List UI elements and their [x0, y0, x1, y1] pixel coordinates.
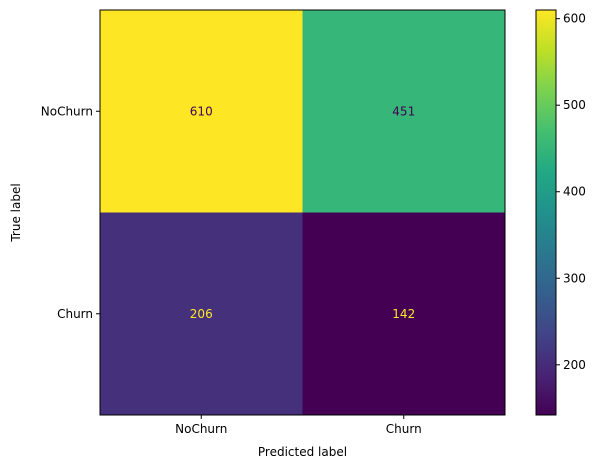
heatmap-cells	[100, 10, 505, 415]
heatmap-cell	[100, 212, 303, 415]
x-axis-label: Predicted label	[258, 445, 347, 459]
colorbar-ticks: 200 300 400 500 600	[556, 12, 586, 372]
colorbar-tick-label: 300	[563, 271, 586, 285]
cell-value-labels: 610 451 206 142	[190, 104, 415, 321]
colorbar-tick-label: 500	[563, 98, 586, 112]
x-axis-ticks: NoChurn Churn	[175, 415, 422, 436]
cell-value-label: 142	[392, 307, 415, 321]
cell-value-label: 451	[392, 104, 415, 118]
y-axis-label: True label	[9, 183, 23, 242]
y-tick-label: NoChurn	[41, 104, 93, 118]
cell-value-label: 610	[190, 104, 213, 118]
x-tick-label: Churn	[386, 422, 422, 436]
colorbar-tick-label: 600	[563, 12, 586, 26]
y-tick-label: Churn	[57, 307, 93, 321]
heatmap-cell	[302, 212, 505, 415]
x-tick-label: NoChurn	[175, 422, 227, 436]
plot-frame	[99, 9, 506, 416]
heatmap-cell	[100, 10, 303, 213]
colorbar	[535, 9, 557, 416]
colorbar-tick-label: 400	[563, 185, 586, 199]
cell-value-label: 206	[190, 307, 213, 321]
heatmap-cell	[302, 10, 505, 213]
y-axis-ticks: NoChurn Churn	[41, 104, 100, 321]
colorbar-tick-label: 200	[563, 358, 586, 372]
